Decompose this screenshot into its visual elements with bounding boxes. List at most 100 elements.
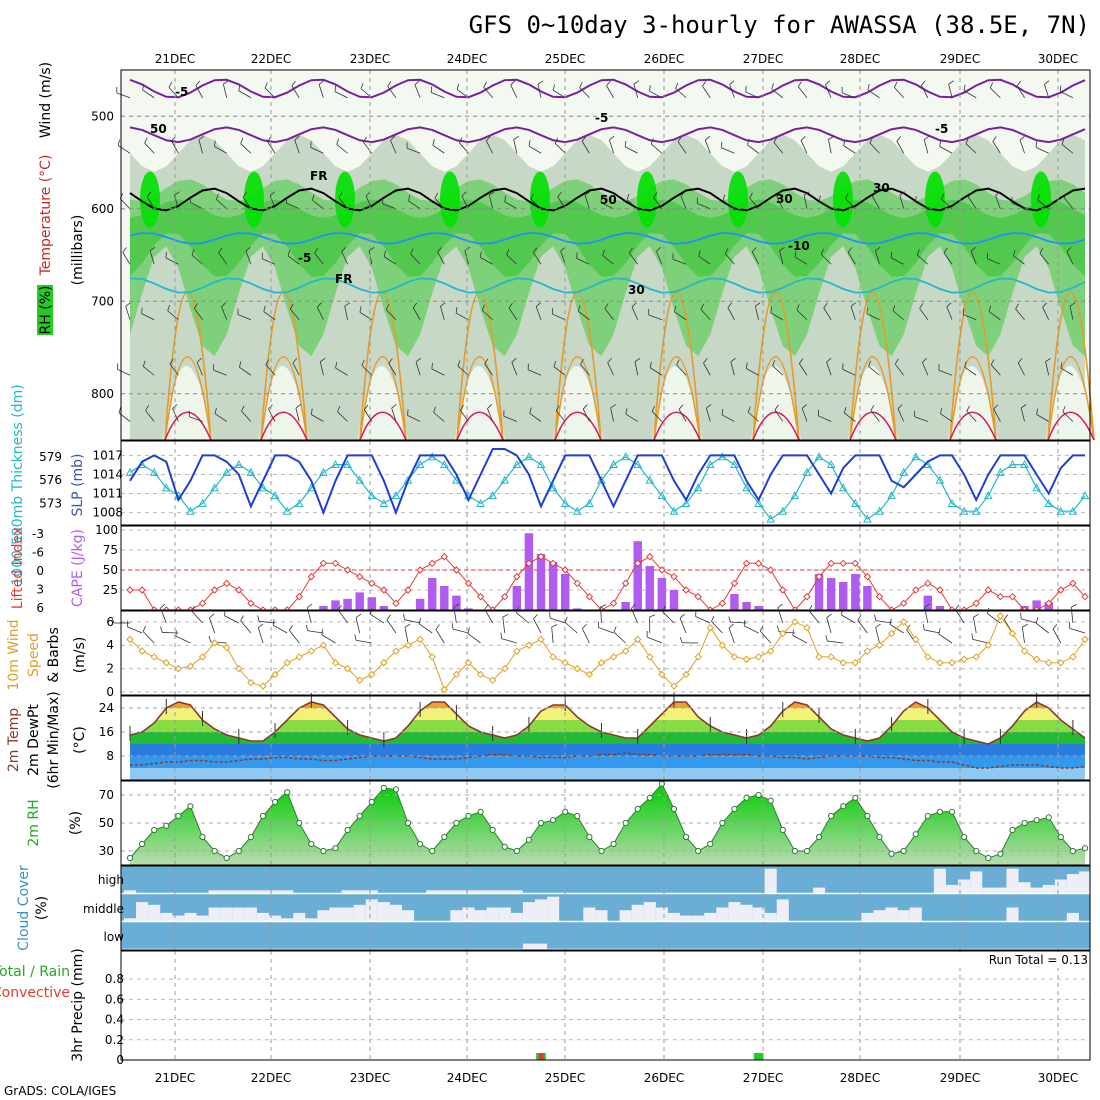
rh-tick-label: 50 (99, 816, 114, 830)
wind-barb (142, 83, 145, 91)
wind-barb (631, 306, 639, 320)
wind-barb (917, 254, 929, 265)
wind-barb (751, 247, 757, 253)
contour-label: 50 (600, 193, 617, 207)
wind-speed-marker (561, 659, 569, 667)
thickness-marker (681, 498, 691, 507)
li-marker (646, 552, 654, 561)
wind-barb (656, 246, 662, 252)
rh-marker (840, 803, 847, 810)
wind-barb (1062, 411, 1074, 422)
rh-marker (1009, 826, 1016, 834)
cloud-bar (680, 915, 693, 921)
li-marker (380, 586, 388, 594)
wind-barb (142, 625, 146, 632)
rh-marker (537, 819, 545, 827)
wind-barb (238, 84, 241, 91)
wind-barb (678, 409, 687, 422)
li-marker (839, 559, 847, 568)
wind-speed-marker (537, 635, 545, 644)
wind-barb (502, 613, 509, 618)
wind-barb (528, 140, 531, 147)
wind-barb (872, 191, 877, 197)
wind-barb (259, 620, 276, 624)
li-marker (899, 599, 908, 608)
wind-barb (993, 404, 999, 410)
cape-bar (427, 578, 437, 610)
wind-barb (1069, 302, 1076, 307)
wind-barb (827, 640, 844, 644)
wind-barb (1060, 362, 1063, 369)
rh-marker (429, 847, 436, 855)
wind-barb (875, 246, 881, 252)
wind-barb (808, 610, 820, 624)
wind-barb (196, 357, 202, 363)
wind-barb (751, 251, 759, 265)
wind-barb (796, 309, 808, 321)
wind-barb (239, 366, 252, 376)
li-marker (827, 559, 835, 568)
wind-barb (674, 311, 687, 321)
cape-bar (560, 574, 570, 610)
wind-barb (535, 302, 542, 307)
wind-speed-marker (670, 682, 678, 690)
wind-barb (649, 361, 652, 368)
li-marker (319, 559, 328, 568)
thickness-marker (343, 460, 352, 469)
panel-frame (120, 69, 1091, 441)
cloud-bar (1006, 907, 1019, 921)
wind-barb (316, 302, 322, 308)
wind-speed-marker (766, 647, 775, 655)
wind-barb (992, 136, 997, 142)
rh-legend-swatch (37, 285, 53, 335)
cloud-bar (353, 890, 366, 893)
thickness-marker (754, 498, 763, 507)
wind-barb (306, 603, 313, 608)
wind-barb (434, 192, 439, 199)
wind-barb (338, 192, 343, 198)
wind-barb (145, 405, 150, 411)
cloud-bar (160, 912, 173, 921)
wind-barb (747, 411, 759, 422)
wind-barb (344, 302, 350, 307)
wind-barb (408, 194, 411, 202)
cape-bar (452, 595, 461, 610)
temp-tick-label: 8 (106, 749, 114, 763)
wind-speed-marker (779, 629, 787, 638)
wind-barb (555, 143, 566, 154)
wind-barb (1017, 358, 1023, 364)
wind-barb (915, 201, 929, 210)
li-marker (198, 599, 207, 608)
chart-title: GFS 0~10day 3-hourly for AWASSA (38.5E, … (469, 11, 1090, 39)
panel-frame (120, 695, 1091, 781)
wind-barb (316, 306, 324, 320)
wind-barb (245, 246, 251, 252)
temp-tick-label: 24 (99, 701, 114, 715)
rh-marker (973, 847, 980, 855)
wind-barb (125, 306, 131, 320)
wind-barb (551, 624, 558, 628)
wind-barb (727, 302, 733, 308)
cloud-bar (764, 868, 777, 893)
wind-barb (706, 404, 712, 409)
wind-barb (175, 635, 191, 644)
wind-barb (631, 302, 637, 308)
cloud-bar (704, 912, 717, 921)
wind-barb (771, 88, 784, 99)
wind-speed-marker (247, 678, 255, 687)
li-marker (501, 592, 509, 601)
wind-barb (142, 360, 146, 367)
cloud-bar (256, 890, 270, 893)
wind-barb (826, 357, 832, 363)
wind-barb (924, 603, 930, 608)
cloud-bar (389, 904, 402, 921)
thickness-marker (1032, 483, 1041, 492)
wind-barb (390, 140, 397, 154)
wind-barb (604, 308, 614, 320)
isotherm-arch (554, 411, 602, 441)
wind-barb (334, 91, 348, 99)
rh-marker (223, 854, 230, 862)
wind-barb (1039, 247, 1044, 254)
wind-barb (117, 368, 131, 376)
date-label: 22DEC (251, 52, 291, 66)
